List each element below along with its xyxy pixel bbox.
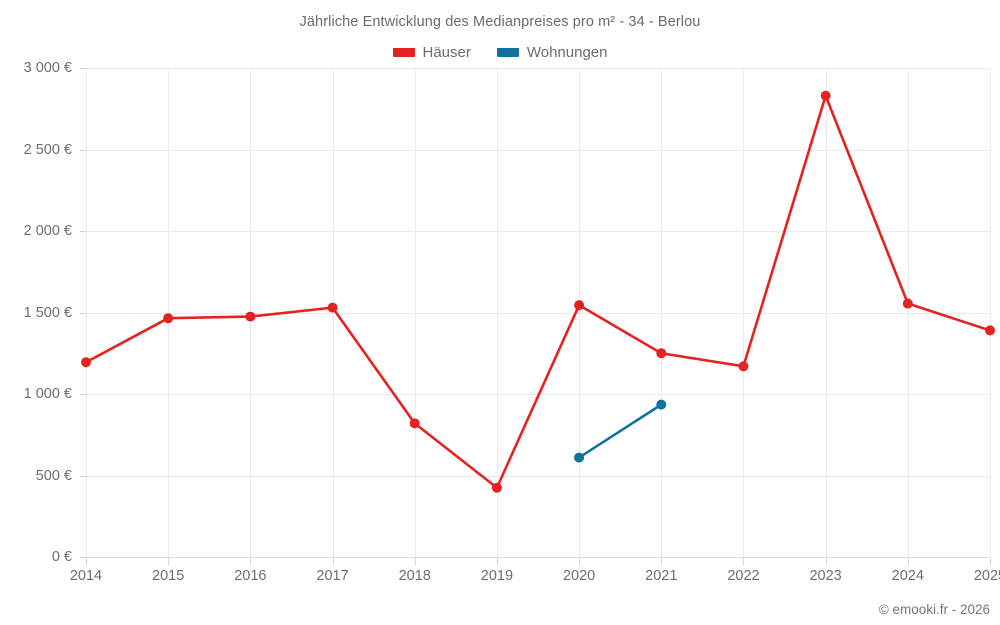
gridline-horizontal bbox=[86, 312, 990, 314]
data-point-marker[interactable] bbox=[656, 348, 667, 359]
gridline-vertical bbox=[743, 68, 745, 557]
y-axis-tick-label: 2 000 € bbox=[23, 223, 72, 239]
x-axis-tick bbox=[825, 558, 827, 565]
x-axis-tick-label: 2017 bbox=[316, 568, 349, 584]
x-axis-tick bbox=[661, 558, 663, 565]
gridline-horizontal bbox=[86, 149, 990, 151]
y-axis-tick-label: 1 000 € bbox=[23, 386, 72, 402]
data-point-marker[interactable] bbox=[820, 90, 831, 101]
x-axis-tick-label: 2024 bbox=[891, 568, 924, 584]
data-point-marker[interactable] bbox=[163, 313, 174, 324]
y-axis-labels: 0 € 500 € 1 000 € 1 500 € 2 000 € 2 500 € 3 00… bbox=[0, 60, 72, 565]
gridline-vertical bbox=[661, 68, 663, 557]
data-point-marker[interactable] bbox=[656, 399, 667, 410]
data-point-marker[interactable] bbox=[985, 325, 995, 336]
gridline-horizontal bbox=[86, 231, 990, 232]
gridline-vertical bbox=[990, 68, 991, 557]
gridline-horizontal bbox=[86, 557, 990, 558]
y-axis-tick-label: 0 € bbox=[51, 549, 72, 565]
line-swatch-icon bbox=[392, 48, 415, 57]
gridline-vertical bbox=[86, 68, 87, 557]
x-axis-tick-label: 2021 bbox=[645, 568, 678, 584]
gridline-vertical bbox=[168, 68, 170, 557]
data-point-marker[interactable] bbox=[245, 311, 256, 322]
legend-item-label: Wohnungen bbox=[526, 44, 608, 61]
gridline-vertical bbox=[414, 68, 416, 557]
line-swatch-icon bbox=[496, 48, 519, 57]
y-axis-tick bbox=[80, 149, 86, 151]
gridline-vertical bbox=[579, 68, 581, 557]
x-axis-tick-label: 2015 bbox=[152, 568, 185, 584]
x-axis-tick bbox=[86, 558, 87, 565]
x-axis-tick bbox=[496, 558, 498, 565]
gridline-vertical bbox=[825, 68, 827, 557]
x-axis-tick-label: 2018 bbox=[398, 568, 431, 584]
series-line bbox=[577, 403, 663, 459]
gridline-vertical bbox=[907, 68, 909, 557]
x-axis-tick-label: 2019 bbox=[480, 568, 514, 584]
data-point-marker[interactable] bbox=[491, 482, 502, 493]
x-axis-tick bbox=[743, 558, 745, 565]
y-axis-tick bbox=[80, 312, 86, 314]
legend-item-label: Häuser bbox=[422, 44, 471, 61]
data-point-marker[interactable] bbox=[574, 452, 585, 463]
y-axis-tick bbox=[80, 475, 86, 477]
x-axis-tick-label: 2016 bbox=[234, 568, 267, 584]
data-point-marker[interactable] bbox=[409, 418, 420, 429]
chart-title: Jährliche Entwicklung des Medianpreises … bbox=[299, 14, 701, 30]
x-axis-tick-label: 2023 bbox=[809, 568, 842, 584]
gridline-horizontal bbox=[86, 68, 990, 69]
data-point-marker[interactable] bbox=[738, 361, 749, 372]
chart-legend: Häuser Wohnungen bbox=[0, 44, 1000, 61]
x-axis-tick bbox=[579, 558, 581, 565]
y-axis-tick bbox=[80, 557, 86, 558]
x-axis-tick bbox=[332, 558, 334, 565]
x-axis-labels: 2014 2015 2016 2017 2018 2019 2020 2021 2022 2023… bbox=[70, 568, 1000, 590]
y-axis-tick bbox=[80, 394, 86, 395]
y-axis-tick-label: 3 000 € bbox=[23, 60, 72, 76]
x-axis-tick-label: 2025 bbox=[973, 568, 1000, 584]
data-point-marker[interactable] bbox=[574, 300, 585, 311]
legend-item-hauser[interactable]: Häuser bbox=[392, 44, 471, 61]
x-axis-tick-label: 2014 bbox=[69, 568, 103, 584]
gridline-horizontal bbox=[86, 475, 990, 477]
data-point-marker[interactable] bbox=[902, 298, 913, 309]
plot-area bbox=[80, 68, 995, 565]
y-axis-tick bbox=[80, 231, 86, 232]
y-axis-tick bbox=[80, 68, 86, 69]
data-point-marker[interactable] bbox=[327, 302, 338, 313]
x-axis-tick-label: 2022 bbox=[727, 568, 760, 584]
data-point-marker[interactable] bbox=[81, 357, 91, 368]
y-axis-tick-label: 2 500 € bbox=[23, 141, 72, 158]
y-axis-tick-label: 1 500 € bbox=[23, 304, 72, 321]
series-layer bbox=[81, 90, 995, 493]
x-axis-tick bbox=[414, 558, 416, 565]
footer-credit: © emooki.fr - 2026 bbox=[878, 602, 990, 617]
series-line bbox=[84, 94, 992, 490]
x-axis-tick bbox=[907, 558, 909, 565]
legend-item-wohnungen[interactable]: Wohnungen bbox=[496, 44, 608, 61]
x-axis-tick-label: 2020 bbox=[562, 568, 596, 584]
x-axis-tick bbox=[168, 558, 170, 565]
x-axis-tick bbox=[990, 558, 991, 565]
gridline-vertical bbox=[496, 68, 498, 557]
y-axis-tick-label: 500 € bbox=[35, 467, 72, 484]
x-axis-tick bbox=[250, 558, 252, 565]
